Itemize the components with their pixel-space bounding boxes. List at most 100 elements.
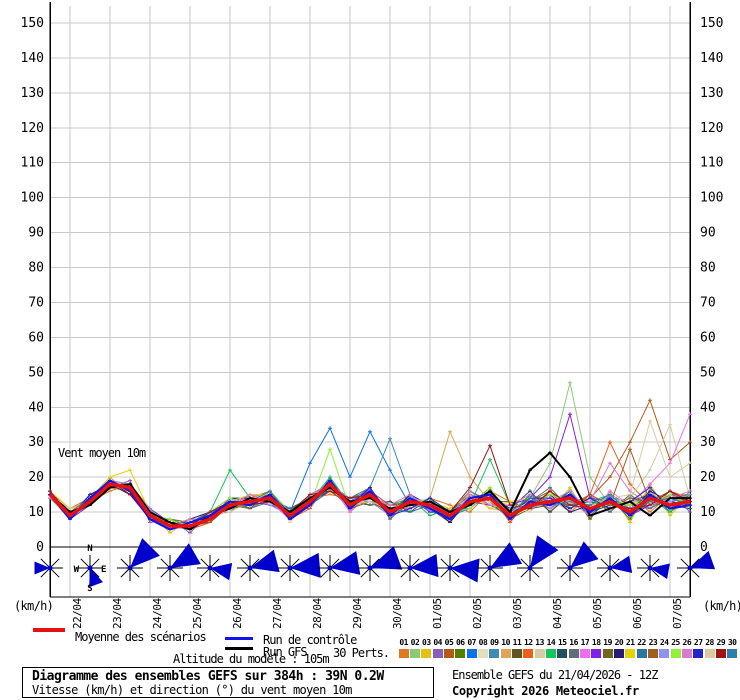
pert-legend-item: 19 [602,638,613,658]
pert-legend-item: 13 [534,638,545,658]
unit-label-left: (km/h) [14,599,54,613]
svg-text:24/04: 24/04 [151,598,164,629]
pert-legend-item: 03 [421,638,432,658]
perts-count-label: 30 Perts. [333,646,390,660]
pert-color-swatch [409,649,420,658]
pert-number: 23 [648,638,658,647]
wind-arrow [530,535,559,568]
pert-legend-item: 08 [477,638,488,658]
pert-color-swatch [613,649,624,658]
gfs-line-swatch [225,647,253,650]
svg-text:10: 10 [700,505,716,520]
wind-arrow [130,538,160,568]
pert-color-swatch [534,649,545,658]
pert-number: 12 [523,638,533,647]
unit-label-right: (km/h) [703,599,740,613]
pert-legend-item: 15 [557,638,568,658]
pert-number: 18 [591,638,601,647]
pert-color-swatch [715,649,726,658]
pert-legend-item: 06 [455,638,466,658]
pert-number: 13 [535,638,544,647]
pert-number: 07 [467,638,476,647]
pert-number: 14 [546,638,556,647]
wind-arrow [330,551,361,575]
pert-color-swatch [455,649,466,658]
gfs-line-label: Run GFS [263,645,308,659]
wind-arrow [610,555,633,573]
pert-color-swatch [647,649,658,658]
svg-text:27/04: 27/04 [271,598,284,629]
svg-text:30: 30 [700,435,716,450]
svg-text:80: 80 [28,261,44,276]
svg-text:0: 0 [700,540,708,555]
pert-number: 28 [705,638,714,647]
pert-legend-item: 20 [613,638,624,658]
svg-text:70: 70 [700,295,716,310]
diagram-title: Diagramme des ensembles GEFS sur 384h : … [32,669,384,684]
pert-color-swatch [659,649,670,658]
wind-arrow [290,552,321,578]
wind-direction-strip [34,535,716,588]
svg-text:W: W [74,565,80,575]
wind-arrow [650,563,670,579]
svg-text:22/04: 22/04 [71,598,84,629]
pert-color-swatch [443,649,454,658]
diagram-info-box: Diagramme des ensembles GEFS sur 384h : … [22,667,434,698]
svg-text:28/04: 28/04 [311,598,324,629]
svg-text:02/05: 02/05 [471,598,484,629]
svg-text:50: 50 [700,365,716,380]
pert-number: 25 [671,638,680,647]
svg-text:29/04: 29/04 [351,598,364,629]
wind-arrow [450,558,480,583]
svg-text:20: 20 [700,470,716,485]
pert-number: 20 [614,638,624,647]
pert-color-swatch [636,649,647,658]
svg-text:40: 40 [28,400,44,415]
wind-arrow [89,568,103,588]
y-axis-labels: 0 0 10 10 20 20 30 30 40 40 50 50 60 60 70 70 80 80 90 90 10… [21,16,724,555]
pert-legend-item: 14 [545,638,556,658]
pert-number: 19 [603,638,612,647]
svg-text:01/05: 01/05 [431,598,444,629]
wind-arrow [170,543,201,568]
pert-number: 08 [478,638,488,647]
svg-text:23/04: 23/04 [111,598,124,629]
svg-text:140: 140 [21,51,44,66]
svg-text:60: 60 [700,330,716,345]
pert-color-swatch [511,649,522,658]
pert-color-swatch [727,649,738,658]
pert-legend-item: 25 [670,638,681,658]
control-line-swatch [225,637,253,640]
pert-color-swatch [568,649,579,658]
mean-line-swatch [33,628,65,632]
wind-arrow [570,541,599,568]
pert-color-swatch [523,649,534,658]
pert-color-swatch [432,649,443,658]
svg-text:90: 90 [28,226,44,241]
pert-legend-item: 30 [727,638,738,658]
pert-legend-item: 01 [398,638,409,658]
pert-number: 15 [557,638,567,647]
pert-color-swatch [477,649,488,658]
compass-labels: N SW E [74,544,107,594]
pert-color-swatch [602,649,613,658]
pert-color-swatch [421,649,432,658]
svg-text:40: 40 [700,400,716,415]
svg-text:20: 20 [28,470,44,485]
pert-number: 11 [512,638,522,647]
pert-color-swatch [500,649,511,658]
pert-legend-item: 04 [432,638,443,658]
pert-number: 22 [637,638,646,647]
pert-number: 05 [444,638,454,647]
pert-color-swatch [398,649,409,658]
altitude-label: Altitude du modele : 105m [173,652,330,666]
pert-legend-item: 18 [591,638,602,658]
mean-line-label: Moyenne des scénarios [75,630,207,644]
pert-legend-item: 26 [681,638,692,658]
pert-legend-item: 10 [500,638,511,658]
perts-legend: 01 02 03 04 05 06 07 08 09 10 11 12 13 14 15 16 17 18 19 20… [398,638,738,658]
pert-number: 21 [625,638,635,647]
svg-text:E: E [101,565,106,575]
svg-text:06/05: 06/05 [631,598,644,629]
plot-title: Vent moyen 10m [58,446,147,460]
